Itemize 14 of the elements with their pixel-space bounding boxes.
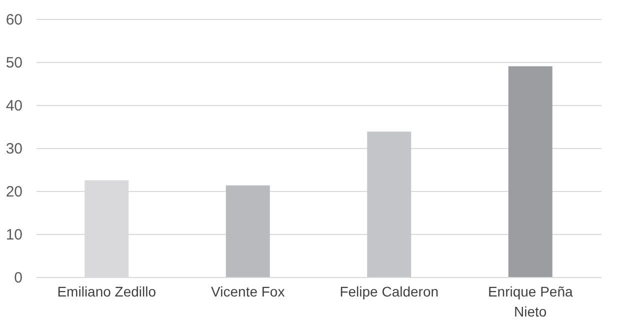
x-tick-label: Felipe Calderon <box>340 284 439 300</box>
x-tick-label: Vicente Fox <box>211 284 285 300</box>
y-tick-label: 20 <box>6 184 22 200</box>
y-tick-label: 30 <box>6 140 22 158</box>
bar <box>508 66 552 277</box>
y-tick-label: 50 <box>6 54 22 72</box>
y-tick-label: 10 <box>6 226 22 244</box>
x-tick-label: Emiliano Zedillo <box>57 284 156 300</box>
y-tick-label: 0 <box>14 270 22 286</box>
y-tick-label: 60 <box>6 12 22 28</box>
x-tick-label: Enrique Peña Nieto <box>488 284 574 320</box>
bar <box>226 185 270 277</box>
y-tick-label: 40 <box>6 98 22 114</box>
bar <box>367 132 412 277</box>
